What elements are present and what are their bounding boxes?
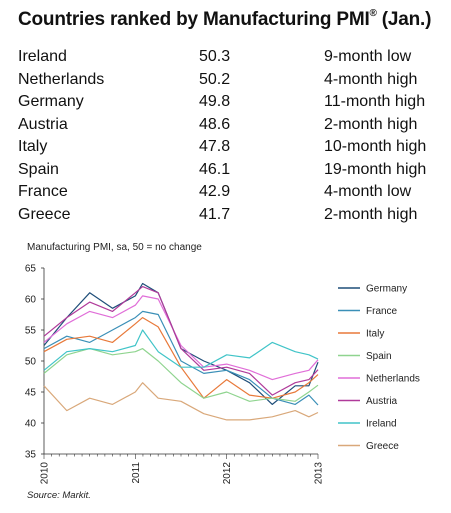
table-row: Ireland 50.3 9-month low	[18, 46, 444, 69]
country-name: Italy	[18, 138, 48, 155]
y-tick-label: 65	[25, 264, 37, 275]
legend-label: Greece	[366, 441, 399, 452]
series-line-france	[43, 310, 319, 406]
country-name: Ireland	[18, 48, 67, 65]
country-name: Austria	[18, 115, 68, 133]
y-tick-label: 45	[25, 388, 37, 399]
legend-label: Ireland	[366, 419, 397, 430]
y-tick-label: 55	[25, 326, 37, 337]
trend-note: 2-month high	[324, 205, 418, 223]
pmi-value: 49.8	[199, 93, 231, 110]
table-row: Spain 46.1 19-month high	[18, 159, 444, 182]
table-row: Greece 41.7 2-month high	[18, 204, 444, 227]
pmi-value: 41.7	[199, 205, 231, 223]
country-name: Netherlands	[18, 70, 105, 88]
table-row: Austria 48.6 2-month high	[18, 114, 444, 137]
pmi-value: 50.2	[199, 70, 231, 88]
table-row: Italy 47.8 10-month high	[18, 136, 444, 159]
pmi-value: 48.6	[199, 115, 231, 133]
y-tick-label: 40	[25, 419, 37, 430]
trend-note: 4-month high	[324, 70, 418, 88]
trend-note: 9-month low	[324, 48, 412, 65]
legend-label: Italy	[366, 329, 384, 340]
y-tick-label: 60	[25, 295, 37, 306]
table-row: Netherlands 50.2 4-month high	[18, 69, 444, 92]
y-tick-label: 35	[25, 450, 37, 461]
legend-label: Spain	[366, 351, 392, 362]
table-row: Germany 49.8 11-month high	[18, 91, 444, 114]
trend-note: 11-month high	[324, 93, 426, 110]
source-note: Source: Markit.	[27, 490, 91, 501]
y-tick-label: 50	[25, 357, 37, 368]
page-title: Countries ranked by Manufacturing PMI® (…	[18, 7, 432, 30]
pmi-value: 50.3	[199, 48, 231, 65]
country-name: Spain	[18, 160, 59, 178]
pmi-value: 42.9	[199, 183, 231, 200]
country-name: France	[18, 183, 68, 200]
x-tick-label: 2011	[131, 462, 142, 484]
country-name: Greece	[18, 205, 71, 223]
table-row: France 42.9 4-month low	[18, 181, 444, 204]
series-line-netherlands	[43, 295, 319, 381]
pmi-value: 47.8	[199, 138, 231, 155]
trend-note: 19-month high	[324, 160, 427, 178]
legend-label: Netherlands	[366, 374, 420, 385]
chart-subtitle: Manufacturing PMI, sa, 50 = no change	[27, 242, 202, 253]
series-line-greece	[43, 382, 319, 421]
x-tick-label: 2012	[222, 462, 233, 485]
ranking-table: Ireland 50.3 9-month low Netherlands 50.…	[18, 46, 444, 226]
series-line-italy	[43, 317, 319, 399]
x-tick-label: 2010	[40, 462, 51, 485]
series-line-ireland	[43, 329, 319, 371]
series-line-austria	[43, 286, 319, 396]
trend-note: 2-month high	[324, 115, 418, 133]
legend-label: Germany	[366, 284, 407, 295]
trend-note: 10-month high	[324, 138, 427, 155]
country-name: Germany	[18, 93, 84, 110]
x-tick-label: 2013	[314, 462, 325, 485]
legend-label: France	[366, 306, 398, 317]
legend-label: Austria	[366, 396, 398, 407]
series-line-spain	[43, 348, 319, 402]
pmi-value: 46.1	[199, 160, 231, 178]
trend-note: 4-month low	[324, 183, 412, 200]
